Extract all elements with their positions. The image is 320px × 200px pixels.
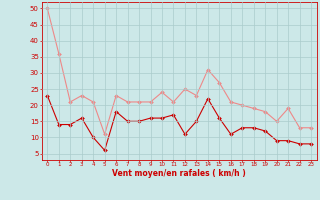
X-axis label: Vent moyen/en rafales ( km/h ): Vent moyen/en rafales ( km/h ) [112,169,246,178]
